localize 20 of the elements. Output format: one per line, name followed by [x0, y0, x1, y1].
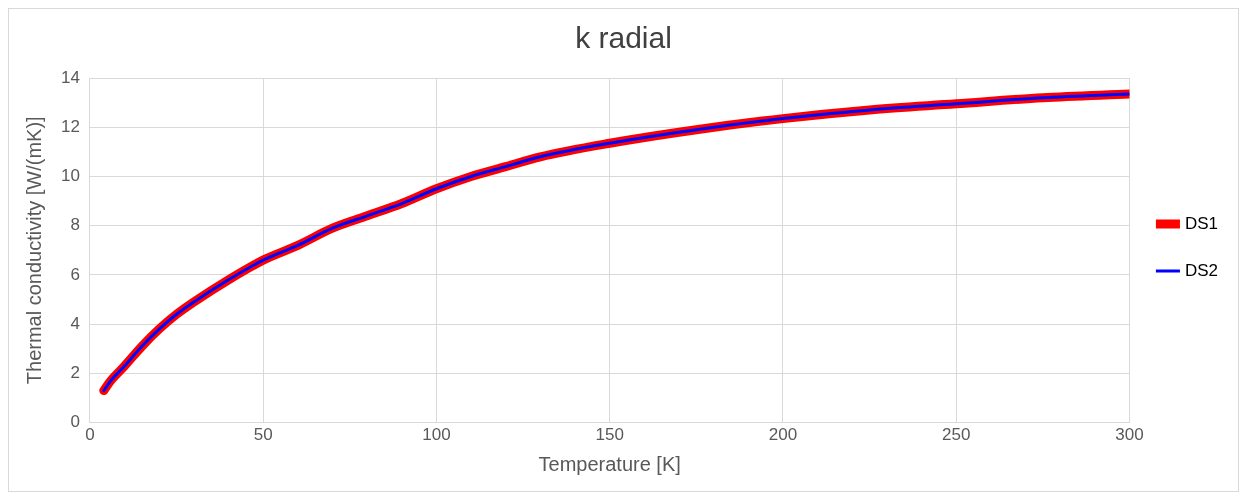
- y-axis-title: Thermal conductivity [W/(mK)]: [22, 116, 45, 385]
- x-tick-label: 150: [595, 425, 624, 445]
- x-axis-title: Temperature [K]: [538, 452, 681, 475]
- y-tick-label: 6: [70, 264, 80, 284]
- x-tick-label: 50: [253, 425, 273, 445]
- y-tick-label: 14: [60, 67, 80, 87]
- y-tick-label: 10: [60, 166, 80, 186]
- chart-title: k radial: [575, 21, 672, 55]
- x-tick-label: 100: [422, 425, 451, 445]
- y-tick-label: 4: [70, 313, 80, 333]
- y-tick-label: 8: [70, 215, 80, 235]
- x-tick-label: 200: [768, 425, 798, 445]
- y-tick-label: 12: [60, 116, 80, 136]
- y-tick-label: 0: [70, 412, 80, 432]
- x-tick-label: 0: [85, 425, 95, 445]
- legend-label: DS1: [1184, 213, 1219, 233]
- legend-label: DS2: [1184, 260, 1219, 280]
- x-tick-label: 300: [1115, 425, 1144, 445]
- y-tick-label: 2: [70, 363, 80, 383]
- x-tick-label: 250: [941, 425, 971, 445]
